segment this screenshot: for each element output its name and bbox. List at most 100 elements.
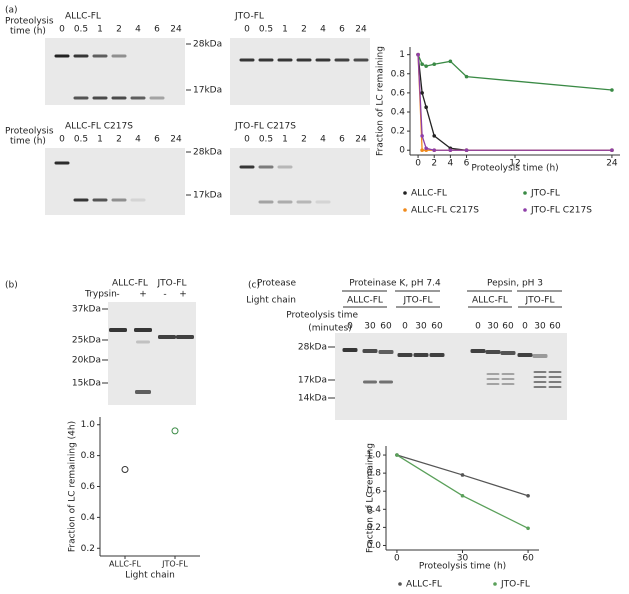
- lane-label: 24: [170, 25, 182, 35]
- lane-label: 6: [339, 135, 345, 145]
- lane-label: 2: [116, 135, 122, 145]
- gel-image: [45, 148, 185, 215]
- lane-label: 30: [534, 322, 546, 332]
- gel-band: [533, 381, 547, 383]
- label: JTO-FL: [403, 296, 433, 306]
- y-tick-label: 0.4: [81, 513, 96, 523]
- gel-band: [485, 350, 501, 354]
- gel-band: [92, 54, 108, 58]
- gel-band: [548, 386, 562, 388]
- lane-label: 0: [244, 135, 250, 145]
- data-point: [464, 148, 469, 153]
- lane-label: 1: [282, 25, 288, 35]
- data-point: [420, 91, 424, 95]
- label: time (h): [10, 137, 46, 147]
- data-point: [395, 453, 399, 457]
- marker-label: 17kDa: [298, 376, 327, 386]
- gel-band: [532, 354, 548, 358]
- lane-label: 4: [320, 135, 326, 145]
- series-line: [417, 54, 612, 151]
- data-point: [448, 59, 453, 64]
- y-tick-label: 0.6: [391, 88, 406, 98]
- legend-swatch: [403, 191, 407, 195]
- data-point: [424, 105, 428, 110]
- y-tick-label: 0: [399, 146, 405, 156]
- lane-label: 0: [402, 322, 408, 332]
- label: Trypsin: [84, 290, 117, 300]
- marker-label: 17kDa: [193, 191, 222, 201]
- data-point: [526, 526, 530, 531]
- x-tick-label: 24: [606, 159, 618, 169]
- label: Protease: [257, 279, 297, 289]
- gel-band: [277, 200, 293, 204]
- lane-label: 30: [364, 322, 376, 332]
- x-axis-label: Light chain: [125, 571, 175, 581]
- label: ALLC-FL: [112, 279, 148, 289]
- gel-band: [92, 198, 108, 202]
- legend-swatch: [523, 191, 527, 195]
- gel-band: [486, 373, 500, 375]
- lane-label: -: [163, 290, 166, 300]
- label: ALLC-FL: [347, 296, 383, 306]
- gel-band: [277, 58, 293, 62]
- gel-band: [533, 376, 547, 378]
- gel-band: [517, 353, 533, 357]
- x-axis-label: Proteolysis time (h): [419, 562, 506, 572]
- lane-label: 2: [301, 25, 307, 35]
- data-point: [432, 62, 437, 67]
- gel-band: [315, 200, 331, 204]
- data-point: [460, 493, 465, 498]
- data-point: [448, 148, 453, 153]
- gel-band: [109, 328, 127, 332]
- label: (c): [248, 281, 260, 291]
- marker-label: 28kDa: [298, 343, 327, 353]
- gel-band: [111, 198, 127, 202]
- data-point: [121, 466, 129, 474]
- label: Proteolysis: [5, 127, 54, 137]
- label: (b): [5, 281, 18, 291]
- lane-label: +: [179, 290, 187, 300]
- legend-swatch: [398, 582, 402, 586]
- gel-band: [486, 378, 500, 380]
- label: JTO-FL: [157, 279, 187, 289]
- y-tick-label: 0.4: [367, 505, 382, 515]
- label: (a): [5, 6, 18, 16]
- label: JTO-FL: [525, 296, 555, 306]
- gel-band: [501, 373, 515, 375]
- data-point: [420, 134, 424, 138]
- label: Proteolysis: [5, 17, 54, 27]
- marker-label: 14kDa: [298, 394, 327, 404]
- gel-band: [135, 390, 151, 394]
- lane-label: 0.5: [74, 25, 88, 35]
- gel-band: [548, 381, 562, 383]
- gel-band: [397, 353, 413, 357]
- lane-label: 60: [549, 322, 561, 332]
- lane-label: 24: [355, 25, 367, 35]
- y-tick-label: 0.2: [81, 544, 95, 554]
- gel-image: [230, 148, 370, 215]
- gel-band: [258, 165, 274, 169]
- legend-label: ALLC-FL: [406, 580, 442, 590]
- gel-band: [363, 380, 377, 384]
- gel-band: [548, 376, 562, 378]
- gel-band: [413, 353, 429, 357]
- series-line: [396, 454, 529, 529]
- gel-band: [149, 96, 165, 100]
- series-line: [417, 54, 612, 91]
- series-line: [417, 54, 612, 151]
- gel-band: [136, 340, 150, 344]
- gel-band: [362, 349, 378, 353]
- marker-label: 17kDa: [193, 86, 222, 96]
- lane-label: 4: [320, 25, 326, 35]
- x-tick-label: 6: [464, 159, 470, 169]
- lane-label: 60: [431, 322, 443, 332]
- gel-band: [334, 58, 350, 62]
- lane-label: 24: [355, 135, 367, 145]
- x-tick-label: 12: [509, 159, 520, 169]
- legend-label: JTO-FL C217S: [530, 206, 592, 216]
- gel-band: [353, 58, 369, 62]
- lane-label: 60: [380, 322, 392, 332]
- gel-band: [239, 58, 255, 62]
- marker-label: 25kDa: [72, 336, 101, 346]
- gel-band: [73, 198, 89, 202]
